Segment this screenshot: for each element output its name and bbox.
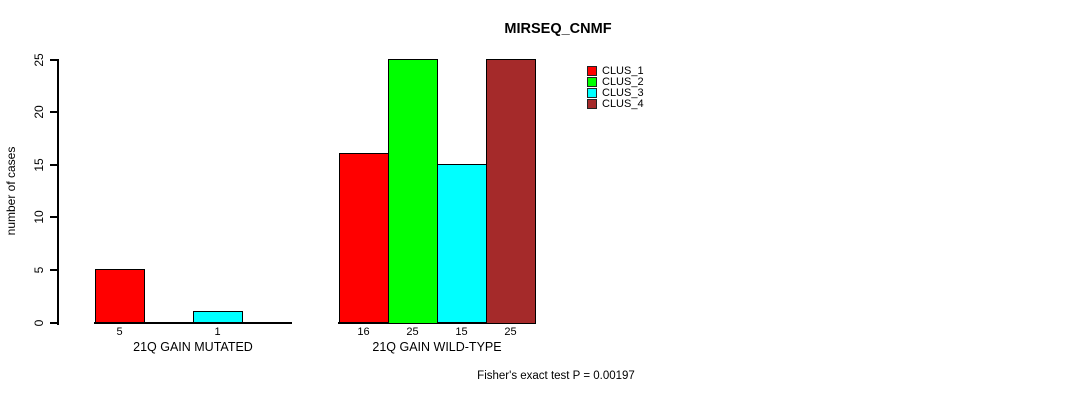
bar-clus_3	[193, 310, 243, 324]
chart-title: MIRSEQ_CNMF	[504, 21, 612, 37]
legend-swatch-icon	[587, 98, 597, 109]
bar-value-label: 16	[357, 326, 370, 338]
legend-swatch-icon	[587, 87, 597, 98]
bar-value-label: 25	[406, 326, 419, 338]
bar-value-label: 5	[116, 326, 123, 338]
footnote-fisher-test: Fisher's exact test P = 0.00197	[477, 370, 635, 382]
bar-clus_3	[437, 163, 487, 324]
legend-swatch-icon	[587, 66, 597, 77]
y-tick-label: 10	[32, 210, 46, 224]
bar-clus_1	[339, 153, 389, 324]
bar-value-label: 1	[214, 326, 221, 338]
legend-row: CLUS_4	[587, 97, 644, 110]
y-axis-line	[56, 58, 59, 325]
y-tick	[50, 321, 58, 324]
bar-value-label: 15	[455, 326, 468, 338]
y-tick	[50, 111, 58, 114]
legend-label: CLUS_1	[602, 65, 644, 78]
legend-row: CLUS_3	[587, 86, 644, 99]
bar-clus_4	[486, 58, 536, 324]
y-tick	[50, 58, 58, 61]
y-tick-label: 25	[32, 52, 46, 67]
legend-label: CLUS_4	[602, 97, 644, 110]
bar-clus_1	[95, 268, 145, 324]
legend-row: CLUS_2	[587, 76, 644, 89]
y-tick-label: 5	[32, 266, 46, 274]
y-tick	[50, 268, 58, 271]
y-tick	[50, 216, 58, 219]
legend-label: CLUS_2	[602, 76, 644, 89]
legend-label: CLUS_3	[602, 86, 644, 99]
legend-row: CLUS_1	[587, 65, 644, 78]
bar-value-label: 25	[504, 326, 517, 338]
bar-clus_2	[388, 58, 438, 324]
y-axis-label: number of cases	[4, 146, 18, 236]
legend: CLUS_1 CLUS_2 CLUS_3 CLUS_4	[587, 65, 644, 110]
y-tick-label: 15	[32, 158, 46, 172]
legend-swatch-icon	[587, 77, 597, 88]
group-label: 21Q GAIN MUTATED	[133, 340, 253, 354]
group-label: 21Q GAIN WILD-TYPE	[372, 340, 502, 354]
y-tick-label: 0	[32, 319, 46, 326]
y-tick	[50, 163, 58, 166]
y-tick-label: 20	[32, 105, 46, 119]
